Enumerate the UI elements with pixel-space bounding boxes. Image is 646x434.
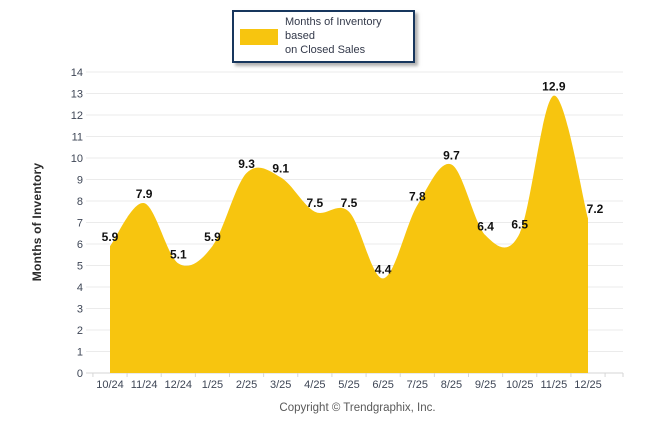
svg-text:5.9: 5.9 <box>204 230 221 244</box>
svg-text:4: 4 <box>77 282 83 294</box>
svg-text:7.9: 7.9 <box>136 187 153 201</box>
svg-text:7/25: 7/25 <box>407 379 428 391</box>
svg-text:10: 10 <box>71 153 83 165</box>
svg-text:9.3: 9.3 <box>238 157 255 171</box>
svg-text:7.2: 7.2 <box>587 202 604 216</box>
svg-text:3/25: 3/25 <box>270 379 291 391</box>
svg-text:4/25: 4/25 <box>304 379 325 391</box>
svg-text:5.9: 5.9 <box>102 230 119 244</box>
svg-text:13: 13 <box>71 89 83 101</box>
axis-ticks <box>92 373 624 377</box>
svg-text:5/25: 5/25 <box>338 379 359 391</box>
legend: Months of Inventory based on Closed Sale… <box>232 10 415 64</box>
svg-text:9: 9 <box>77 175 83 187</box>
svg-text:10/25: 10/25 <box>506 379 534 391</box>
svg-text:9.1: 9.1 <box>272 161 289 175</box>
svg-text:8: 8 <box>77 196 83 208</box>
legend-label-line-2: on Closed Sales <box>285 43 366 56</box>
svg-text:2/25: 2/25 <box>236 379 257 391</box>
svg-text:10/24: 10/24 <box>96 379 124 391</box>
svg-text:7: 7 <box>77 218 83 230</box>
svg-text:9.7: 9.7 <box>443 148 460 162</box>
svg-text:11/24: 11/24 <box>131 379 158 391</box>
svg-text:7.5: 7.5 <box>341 196 358 210</box>
x-axis-labels: 10/24 11/24 12/24 1/25 2/25 3/25 4/25 5/25 6/25 7… <box>96 379 602 391</box>
svg-text:0: 0 <box>77 368 83 380</box>
legend-label-line-1: Months of Inventory based <box>285 16 382 42</box>
svg-text:9/25: 9/25 <box>475 379 496 391</box>
svg-text:12: 12 <box>71 110 83 122</box>
copyright-text: Copyright © Trendgraphix, Inc. <box>279 402 436 414</box>
svg-text:6: 6 <box>77 239 83 251</box>
svg-text:6.5: 6.5 <box>511 217 528 231</box>
series-color-swatch <box>240 28 278 45</box>
svg-text:3: 3 <box>77 304 83 316</box>
svg-text:7.5: 7.5 <box>307 196 324 210</box>
svg-text:1/25: 1/25 <box>202 379 223 391</box>
svg-text:11: 11 <box>72 132 83 144</box>
data-labels: 5.9 7.9 5.1 5.9 9.3 9.1 7.5 7.5 4.4 7.8 9.7 6.4 6.5 1… <box>102 80 604 277</box>
svg-text:6.4: 6.4 <box>477 219 494 233</box>
svg-text:1: 1 <box>77 347 83 359</box>
svg-text:12/25: 12/25 <box>574 379 602 391</box>
area-series <box>110 95 588 373</box>
svg-text:8/25: 8/25 <box>441 379 462 391</box>
legend-label: Months of Inventory based on Closed Sale… <box>285 16 407 57</box>
svg-text:4.4: 4.4 <box>375 262 392 276</box>
svg-text:11/25: 11/25 <box>540 379 567 391</box>
svg-text:6/25: 6/25 <box>372 379 393 391</box>
svg-text:14: 14 <box>71 67 83 79</box>
svg-text:12/24: 12/24 <box>165 379 193 391</box>
svg-text:12.9: 12.9 <box>542 80 566 94</box>
svg-text:7.8: 7.8 <box>409 189 426 203</box>
svg-text:2: 2 <box>77 325 83 337</box>
y-axis-title: Months of Inventory <box>30 162 44 282</box>
svg-text:5.1: 5.1 <box>170 247 187 261</box>
svg-text:5: 5 <box>77 261 83 273</box>
